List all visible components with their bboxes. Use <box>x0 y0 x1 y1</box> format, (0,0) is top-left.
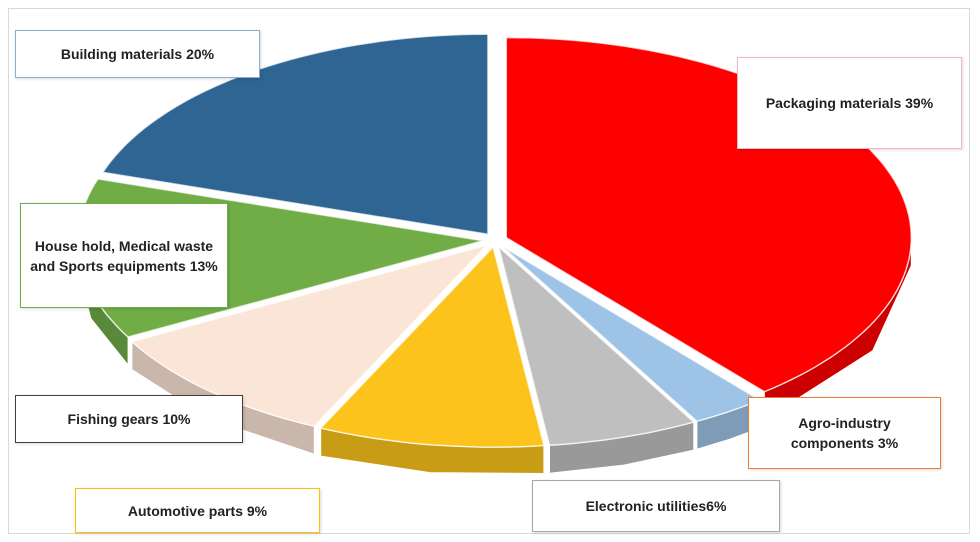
data-label: Agro-industry components 3% <box>748 397 941 469</box>
data-label: Building materials 20% <box>15 30 260 78</box>
data-label: Electronic utilities6% <box>532 480 780 532</box>
slice <box>130 243 490 428</box>
data-label: House hold, Medical waste and Sports equ… <box>20 203 228 308</box>
slice <box>319 245 545 448</box>
data-label: Packaging materials 39% <box>737 57 962 149</box>
chart-frame <box>8 8 970 534</box>
slice <box>497 244 696 447</box>
data-label: Automotive parts 9% <box>75 488 320 533</box>
data-label: Fishing gears 10% <box>15 395 243 443</box>
